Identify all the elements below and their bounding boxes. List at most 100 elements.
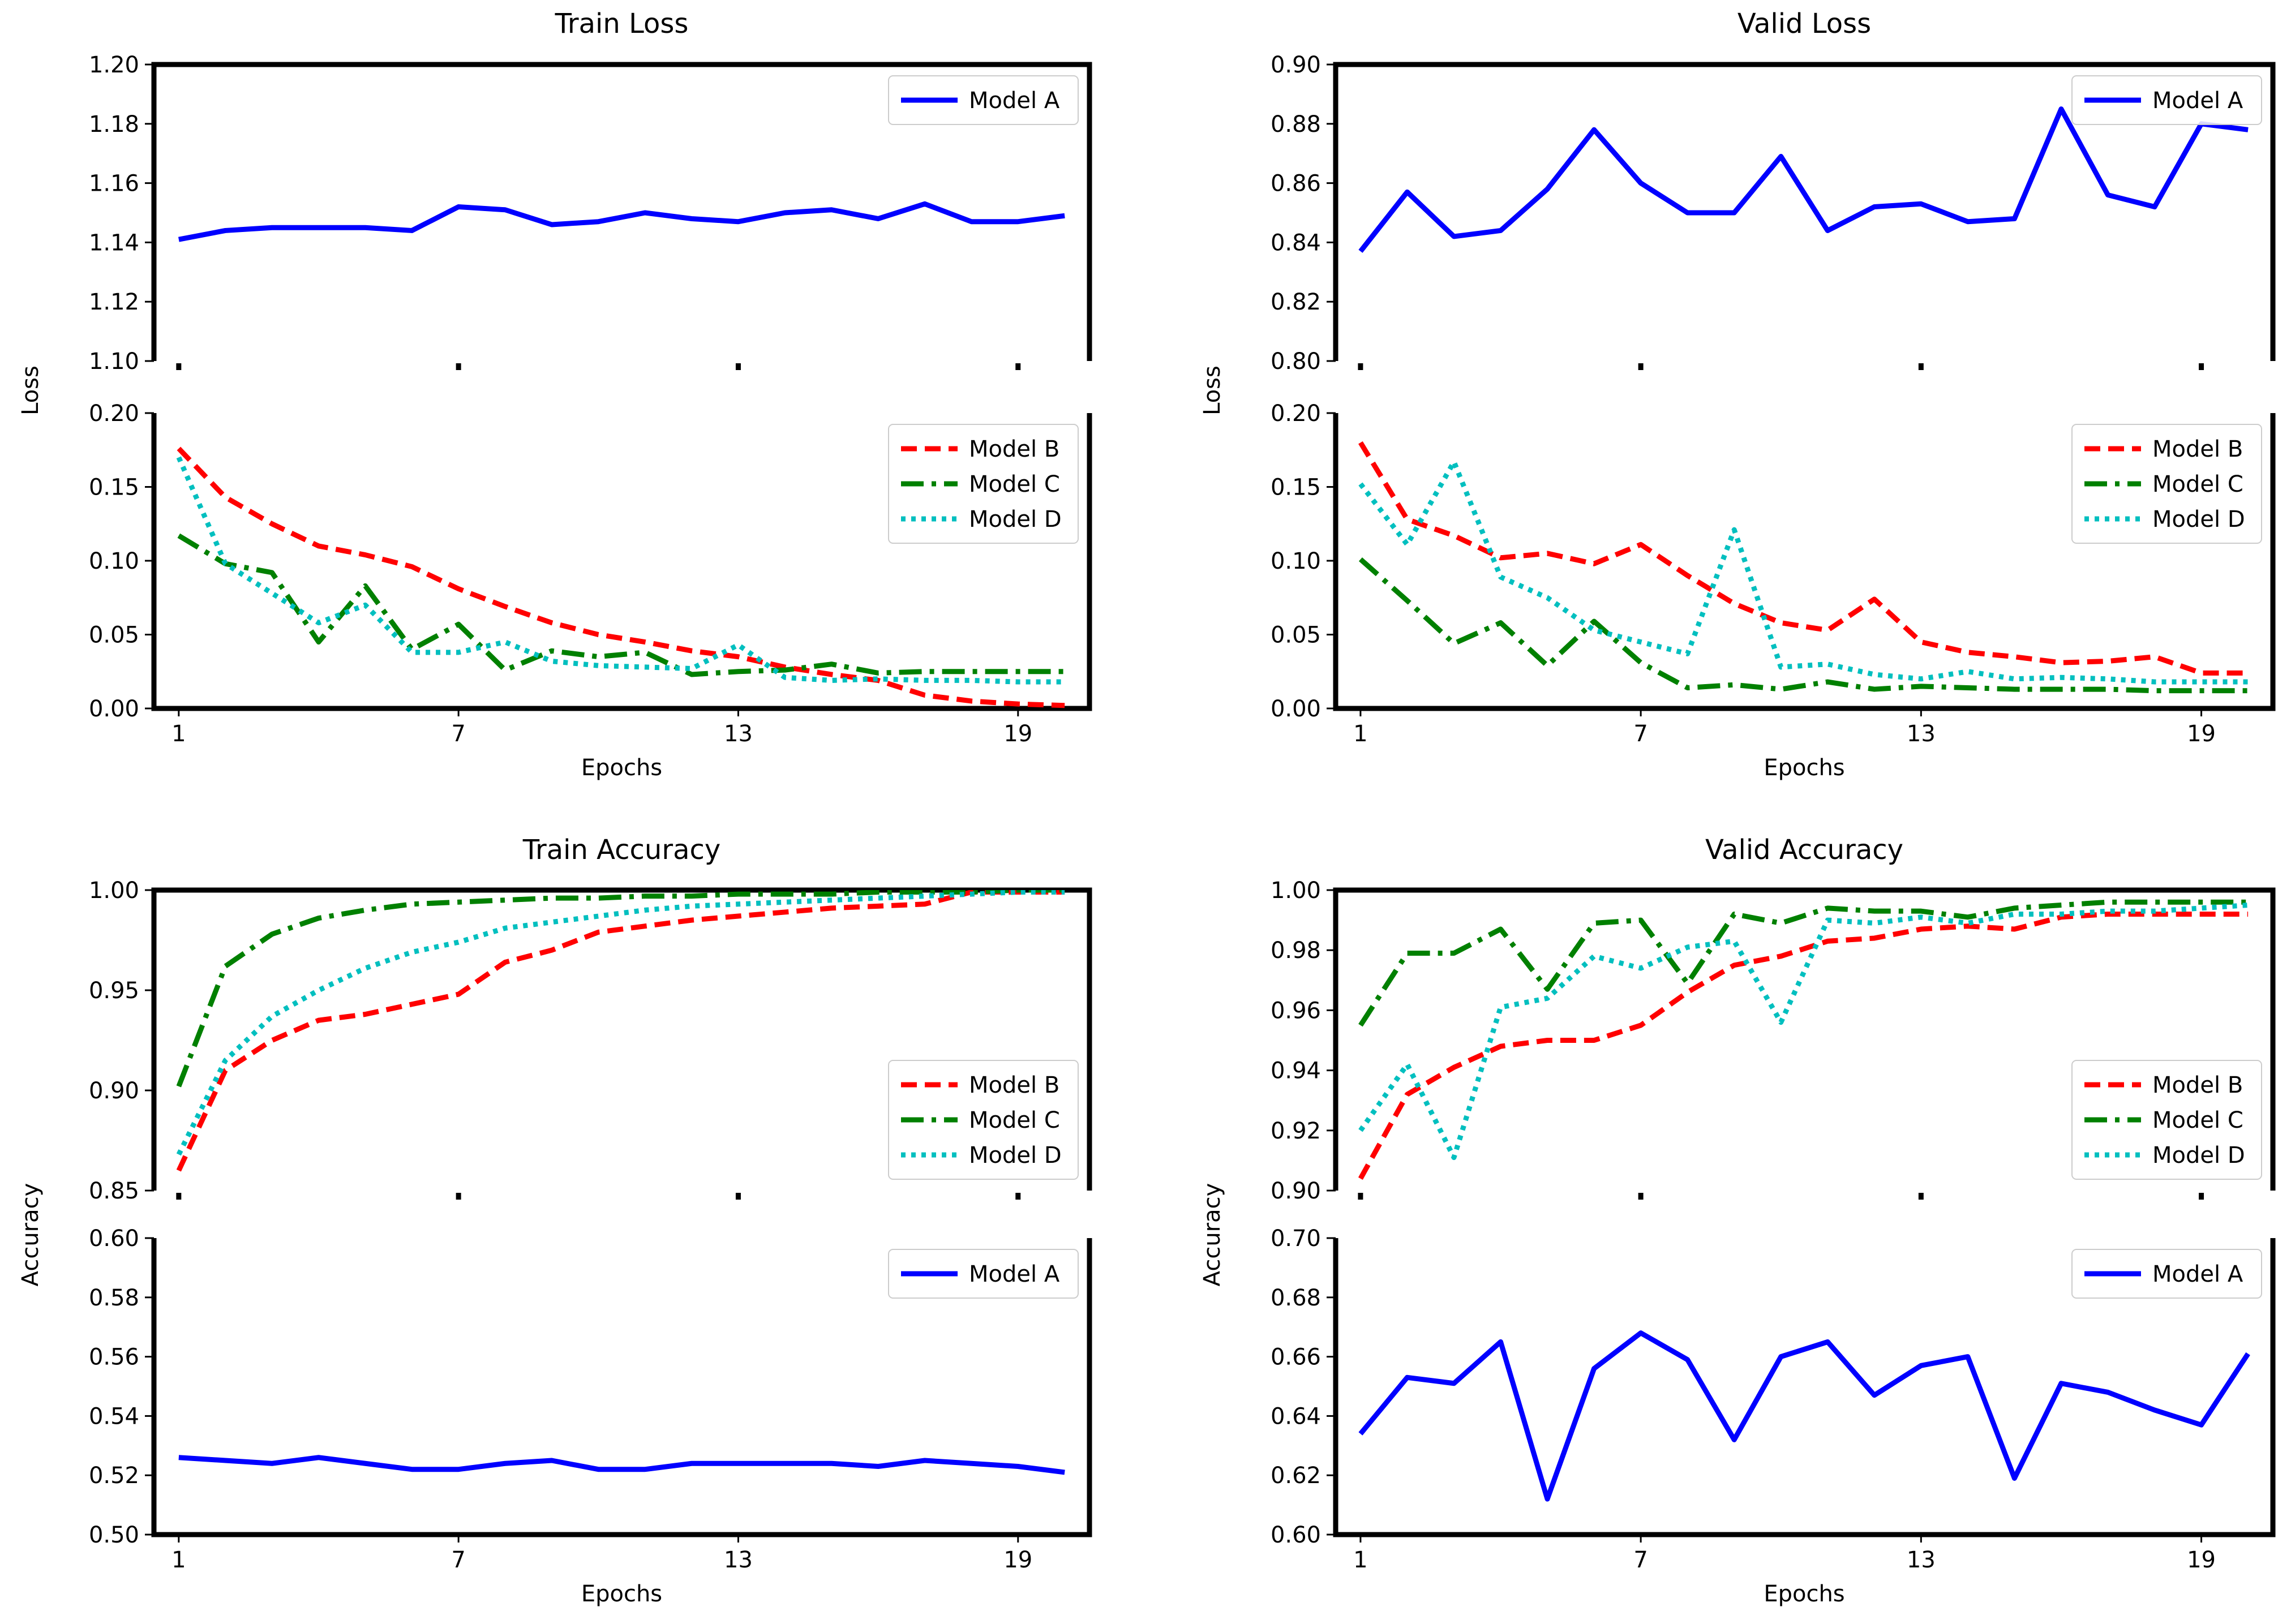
legend-box — [888, 1060, 1079, 1180]
legend-box — [2071, 1060, 2262, 1180]
legend: Model A — [2071, 75, 2262, 125]
y-axis-label: Loss — [18, 366, 44, 415]
y-tick-label: 0.96 — [1271, 998, 1321, 1024]
y-tick-label: 0.20 — [1271, 401, 1321, 427]
legend-label: Model A — [969, 88, 1060, 114]
y-tick-label: 0.90 — [89, 1078, 139, 1104]
series-line-model-b — [1358, 441, 2249, 676]
x-tick-label: 7 — [1633, 1547, 1648, 1573]
legend: Model B Model C Model D — [888, 424, 1079, 544]
y-axis-label: Accuracy — [1199, 1183, 1225, 1287]
x-tick-label: 19 — [2187, 1547, 2216, 1573]
legend-label: Model C — [969, 1107, 1060, 1133]
chart-title: Valid Accuracy — [1705, 834, 1903, 866]
chart-0: Train Loss 1.10 1.12 1.14 1.16 1.18 1.20 Model … — [18, 8, 1092, 781]
series-line-model-a — [1358, 1330, 2250, 1502]
y-axis-label: Loss — [1199, 366, 1225, 415]
y-tick-label: 0.00 — [1271, 696, 1321, 722]
y-tick-label: 0.05 — [89, 622, 139, 648]
series-group — [1358, 1330, 2250, 1502]
y-tick-label: 0.58 — [89, 1285, 139, 1311]
series-line-model-d — [176, 456, 1065, 685]
y-tick-label: 0.60 — [1271, 1522, 1321, 1548]
panel-top: 0.80 0.82 0.84 0.86 0.88 0.90 Model A — [1271, 52, 2276, 375]
x-tick-label: 19 — [2187, 721, 2216, 747]
x-axis-label: Epochs — [1764, 1581, 1844, 1607]
legend-box — [2071, 424, 2262, 544]
legend: Model A — [888, 75, 1079, 125]
panel-top: 0.85 0.90 0.95 1.00 Model B Model C Model D — [89, 878, 1092, 1204]
chart-title: Valid Loss — [1737, 8, 1871, 40]
y-tick-label: 0.86 — [1271, 171, 1321, 197]
legend-label: Model A — [2152, 1261, 2243, 1287]
legend-label: Model B — [2152, 436, 2243, 462]
y-tick-label: 0.52 — [89, 1463, 139, 1489]
x-axis-label: Epochs — [581, 755, 662, 781]
series-line-model-a — [178, 201, 1065, 242]
legend-box — [2071, 75, 2262, 125]
legend-label: Model C — [2152, 1107, 2243, 1133]
y-tick-label: 1.14 — [89, 230, 139, 256]
panel-bottom: 1 7 13 19 0.00 0.05 0.10 0.15 0.20 Model B Model C… — [89, 401, 1092, 747]
y-tick-label: 0.15 — [1271, 475, 1321, 501]
y-tick-label: 1.12 — [89, 289, 139, 315]
y-tick-label: 0.94 — [1271, 1058, 1321, 1084]
legend-label: Model C — [2152, 471, 2243, 497]
series-group — [178, 201, 1065, 242]
panel-top: 1.10 1.12 1.14 1.16 1.18 1.20 Model A — [89, 52, 1092, 375]
panel-bottom: 1 7 13 19 0.60 0.62 0.64 0.66 0.68 0.70 Model A — [1271, 1226, 2276, 1573]
x-tick-label: 13 — [724, 1547, 753, 1573]
y-tick-label: 0.56 — [89, 1344, 139, 1370]
legend: Model B Model C Model D — [2071, 1060, 2262, 1180]
series-group — [178, 1455, 1065, 1475]
legend-label: Model B — [969, 1072, 1059, 1098]
y-tick-label: 0.20 — [89, 401, 139, 427]
series-line-model-c — [1358, 899, 2249, 1027]
series-line-model-c — [177, 533, 1065, 677]
series-line-model-c — [176, 890, 1065, 1088]
panel-bottom: 1 7 13 19 0.00 0.05 0.10 0.15 0.20 Model B Model C… — [1271, 401, 2276, 747]
series-line-model-a — [178, 1455, 1065, 1475]
series-group — [1358, 106, 2249, 253]
y-tick-label: 1.20 — [89, 52, 139, 78]
y-tick-label: 0.66 — [1271, 1344, 1321, 1370]
panel-bottom: 1 7 13 19 0.50 0.52 0.54 0.56 0.58 0.60 Model A — [89, 1226, 1092, 1573]
series-group — [176, 890, 1065, 1172]
x-axis-label: Epochs — [1764, 755, 1844, 781]
legend-label: Model A — [969, 1261, 1060, 1287]
legend-box — [888, 424, 1079, 544]
y-tick-label: 0.84 — [1271, 230, 1321, 256]
y-tick-label: 0.64 — [1271, 1403, 1321, 1429]
legend: Model B Model C Model D — [2071, 424, 2262, 544]
x-tick-label: 7 — [451, 1547, 465, 1573]
y-tick-label: 0.70 — [1271, 1226, 1321, 1252]
x-tick-label: 1 — [1353, 1547, 1367, 1573]
y-tick-label: 0.54 — [89, 1403, 139, 1429]
x-tick-label: 13 — [724, 721, 753, 747]
legend: Model B Model C Model D — [888, 1060, 1079, 1180]
series-line-model-c — [1358, 557, 2249, 694]
legend-box — [888, 1249, 1079, 1299]
legend-box — [2071, 1249, 2262, 1299]
y-tick-label: 1.00 — [89, 878, 139, 904]
series-line-model-b — [177, 446, 1065, 708]
legend-label: Model B — [2152, 1072, 2243, 1098]
y-tick-label: 0.10 — [1271, 548, 1321, 574]
y-tick-label: 0.90 — [1271, 1178, 1321, 1204]
chart-title: Train Accuracy — [522, 834, 721, 866]
y-tick-label: 1.10 — [89, 349, 139, 375]
y-tick-label: 1.16 — [89, 171, 139, 197]
series-line-model-d — [1358, 903, 2249, 1161]
x-tick-label: 19 — [1003, 721, 1032, 747]
y-tick-label: 0.60 — [89, 1226, 139, 1252]
y-tick-label: 0.00 — [89, 696, 139, 722]
series-group — [176, 446, 1065, 708]
legend-label: Model D — [969, 506, 1062, 532]
y-tick-label: 0.95 — [89, 978, 139, 1004]
y-tick-label: 0.62 — [1271, 1463, 1321, 1489]
legend-label: Model B — [969, 436, 1059, 462]
x-tick-label: 7 — [1633, 721, 1648, 747]
legend-label: Model D — [2152, 506, 2245, 532]
